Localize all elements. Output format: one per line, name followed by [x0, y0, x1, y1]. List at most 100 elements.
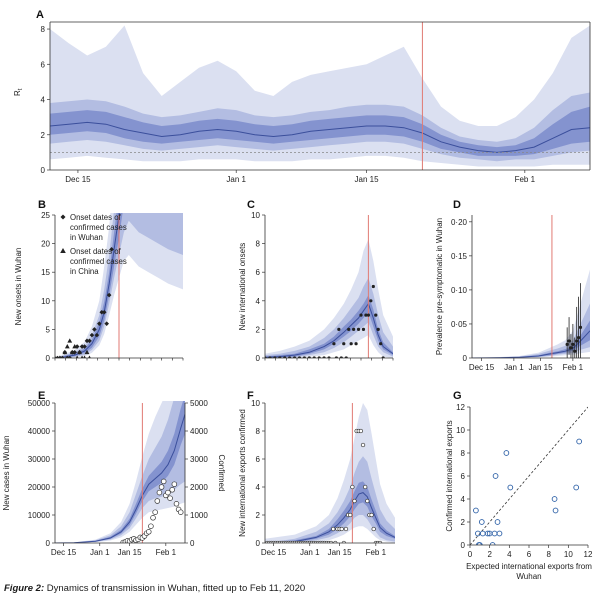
confirmed-point: [177, 509, 184, 515]
onset-wuhan-point: [79, 344, 85, 349]
y-axis-label: New cases in Wuhan: [2, 436, 11, 511]
export-point: [377, 540, 383, 543]
legend-label-wuhan-line3: in Wuhan: [70, 233, 103, 242]
confirmed-point: [156, 489, 163, 496]
onset-point: [371, 284, 375, 289]
onset-china-point: [64, 344, 70, 349]
band-inner: [55, 401, 185, 543]
band-mid: [265, 277, 393, 358]
x-tick-label: Dec 15: [261, 548, 287, 557]
y-axis-label-main: R: [13, 90, 22, 96]
onset-point: [366, 313, 370, 317]
export-point: [343, 526, 349, 532]
scatter-point: [576, 438, 583, 445]
export-point: [331, 526, 336, 532]
y-tick-label: 0·05: [451, 320, 468, 329]
x-tick-label: Jan 1: [300, 548, 320, 557]
scatter-point: [552, 507, 559, 514]
y-tick-label: 6: [41, 60, 46, 69]
onset-china-point: [77, 349, 83, 355]
y-right-tick-label: 2000: [190, 483, 208, 492]
onset-point: [349, 342, 353, 346]
y-tick-label: 8: [461, 449, 466, 458]
y-right-tick-label: 5000: [190, 399, 208, 408]
scatter-point: [496, 530, 503, 537]
onset-china-point: [88, 355, 91, 358]
confirmed-point: [169, 487, 175, 493]
y-tick-label: 0·10: [451, 286, 468, 295]
onset-point: [376, 327, 380, 331]
band-inner: [265, 295, 393, 358]
onset-point: [332, 342, 336, 346]
onset-wuhan-point: [106, 292, 112, 298]
legend-label-china: Onset dates of: [70, 247, 122, 256]
onset-china-point: [67, 338, 73, 343]
x-tick-label: 0: [468, 550, 473, 559]
band-outer: [55, 401, 185, 543]
confirmed-point: [152, 509, 158, 515]
x-tick-label: 6: [527, 550, 532, 559]
x-tick-label: Jan 1: [226, 175, 246, 184]
y-tick-label: 2: [256, 511, 261, 520]
onset-wuhan-point: [101, 309, 107, 315]
onset-wuhan-point: [87, 338, 92, 344]
y-tick-label: 2: [461, 518, 466, 527]
y-tick-label: 50000: [28, 399, 51, 408]
median-line: [265, 492, 395, 543]
onset-point: [342, 342, 346, 346]
y-tick-label: 5: [46, 325, 51, 334]
onset-wuhan-point: [94, 332, 100, 338]
scatter-point: [484, 530, 491, 537]
y-tick-label: 2: [41, 131, 46, 140]
y-tick-label: 6: [256, 268, 261, 277]
errorbar-point: [567, 339, 571, 343]
onset-wuhan-point: [60, 355, 65, 358]
y-tick-label: 6: [256, 455, 261, 464]
y-tick-label: 0: [46, 354, 51, 363]
scatter-point: [473, 507, 479, 514]
onset-point: [354, 342, 358, 346]
x-axis-label: Expected international exports from: [466, 562, 592, 571]
y-tick-label: 10000: [28, 511, 51, 520]
y-tick-label: 8: [256, 240, 261, 249]
y-tick-label: 2: [256, 325, 261, 334]
export-point: [328, 540, 334, 543]
confirmed-point: [154, 498, 161, 504]
y-tick-label: 10: [251, 211, 260, 220]
y-tick-label: 10: [41, 297, 50, 306]
export-point: [371, 526, 376, 532]
onset-china-point: [58, 355, 62, 358]
x-tick-label: Jan 15: [529, 363, 554, 372]
confirmed-point: [167, 495, 173, 501]
onset-wuhan-point: [67, 355, 73, 358]
plot-area: [472, 215, 590, 358]
y-tick-label: 4: [256, 483, 261, 492]
x-tick-label: Dec 15: [469, 363, 495, 372]
x-tick-label: 2: [487, 550, 492, 559]
onset-point: [359, 313, 363, 317]
y-tick-label: 20000: [28, 483, 51, 492]
y-axis-label: New onsets in Wuhan: [14, 248, 23, 326]
onset-china-point: [83, 355, 86, 358]
onset-wuhan-point: [92, 327, 97, 332]
y-right-tick-label: 0: [190, 539, 195, 548]
confirmed-point: [173, 501, 180, 507]
scatter-point: [507, 484, 514, 491]
y-tick-label: 30000: [28, 455, 51, 464]
x-tick-label: 4: [507, 550, 512, 559]
caption-text: Dynamics of transmission in Wuhan, fitte…: [46, 583, 306, 594]
y-right-tick-label: 1000: [190, 511, 208, 520]
confirmed-point: [158, 484, 165, 490]
x-tick-label: Feb 1: [563, 363, 584, 372]
x-tick-label: Dec 15: [51, 548, 77, 557]
export-point: [341, 540, 347, 543]
x-tick-label: Feb 1: [515, 175, 536, 184]
onset-point: [369, 299, 373, 303]
scatter-point: [492, 473, 499, 479]
y-axis-label: Rt: [13, 88, 24, 96]
panel-letter: D: [453, 199, 461, 211]
y-axis-label: New international onsets: [238, 243, 247, 331]
panel-letter: G: [453, 390, 462, 402]
